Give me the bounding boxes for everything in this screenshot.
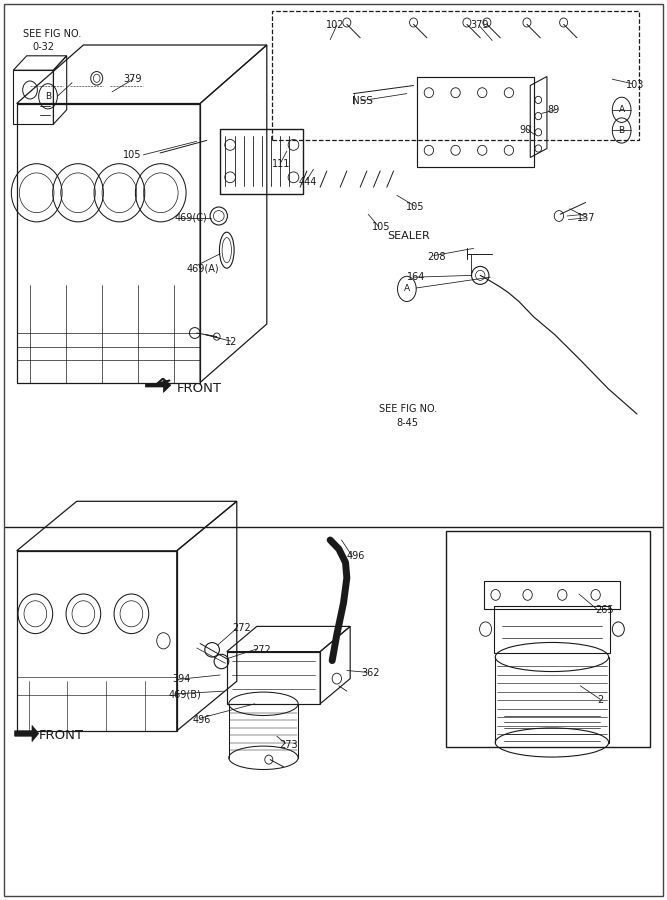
Text: 496: 496 — [347, 551, 366, 562]
Text: 105: 105 — [372, 221, 391, 232]
Polygon shape — [15, 725, 39, 742]
Text: B: B — [45, 92, 51, 101]
Text: 137: 137 — [577, 212, 596, 223]
Text: 394: 394 — [172, 674, 191, 685]
Text: 89: 89 — [547, 104, 559, 115]
Text: 379: 379 — [470, 20, 489, 31]
Text: 0-32: 0-32 — [32, 41, 54, 52]
Text: 102: 102 — [325, 20, 344, 31]
Text: 469(A): 469(A) — [187, 263, 219, 274]
Bar — [484, 580, 620, 609]
Text: 164: 164 — [407, 272, 426, 283]
Text: 469(B): 469(B) — [168, 689, 201, 700]
Text: 272: 272 — [232, 623, 251, 634]
Text: 2: 2 — [597, 695, 603, 706]
Text: 105: 105 — [123, 149, 142, 160]
Text: 273: 273 — [279, 740, 297, 751]
Text: 362: 362 — [362, 668, 380, 679]
Text: A: A — [618, 105, 625, 114]
Text: 272: 272 — [252, 644, 271, 655]
Bar — [494, 606, 610, 652]
Text: 111: 111 — [272, 158, 291, 169]
Text: 379: 379 — [123, 74, 142, 85]
Text: 90: 90 — [519, 124, 531, 135]
Text: FRONT: FRONT — [39, 729, 83, 742]
Text: 12: 12 — [225, 337, 238, 347]
Text: SEALER: SEALER — [387, 230, 430, 241]
Text: 8-45: 8-45 — [397, 418, 419, 428]
Text: A: A — [404, 284, 410, 293]
Text: NSS: NSS — [352, 95, 373, 106]
Text: SEE FIG NO.: SEE FIG NO. — [379, 404, 437, 415]
Text: 208: 208 — [427, 251, 446, 262]
Text: 496: 496 — [192, 715, 211, 725]
Text: SEE FIG NO.: SEE FIG NO. — [23, 29, 81, 40]
Text: B: B — [618, 126, 625, 135]
Polygon shape — [145, 378, 171, 392]
Text: 265: 265 — [595, 605, 614, 616]
Bar — [446, 531, 650, 747]
Text: 105: 105 — [406, 202, 424, 212]
Text: 469(C): 469(C) — [175, 212, 207, 223]
Bar — [272, 11, 639, 140]
Text: 444: 444 — [299, 176, 317, 187]
Text: 103: 103 — [626, 79, 644, 90]
Text: FRONT: FRONT — [177, 382, 221, 395]
